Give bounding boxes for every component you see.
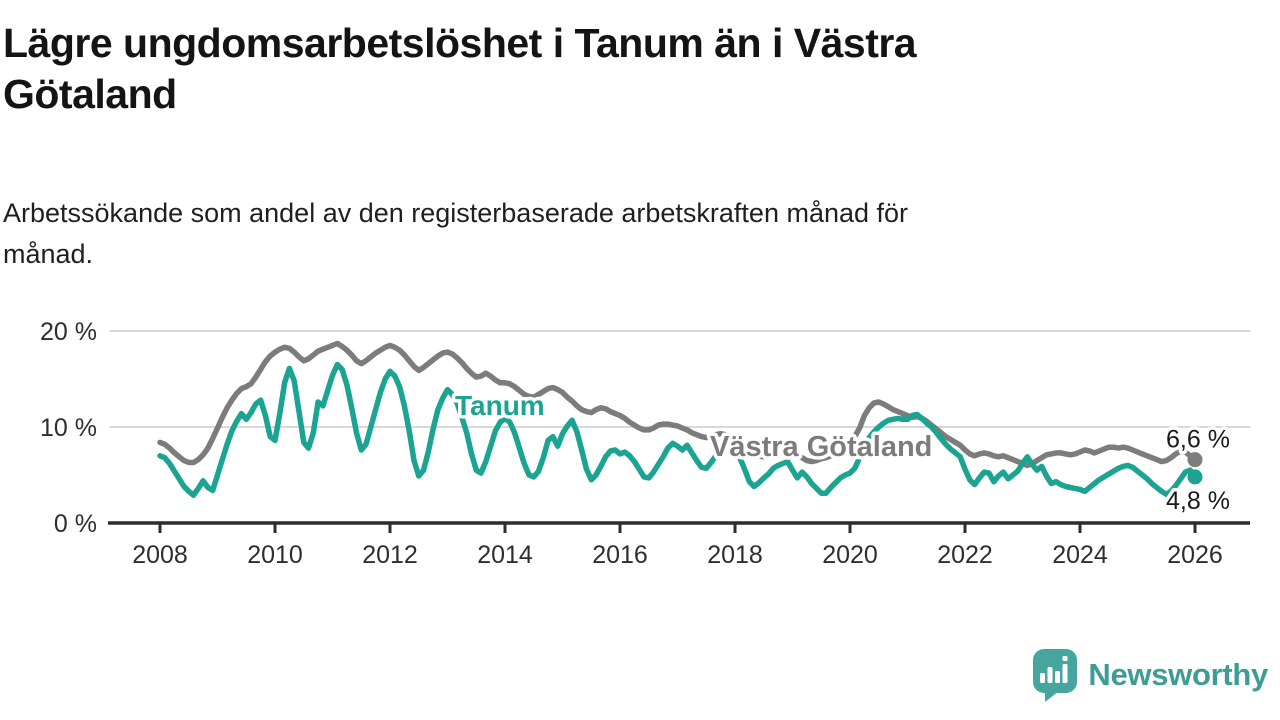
x-axis-tick-label: 2016 (592, 541, 648, 569)
brand-footer: Newsworthy (1031, 646, 1268, 704)
series-end-value-label: 6,6 % (1166, 426, 1230, 454)
chart-svg: 0 % 10 % 20 % 2008 2010 2012 2014 2016 2018 2020 2… (40, 318, 1250, 569)
series-label-tanum: Tanum (455, 390, 545, 421)
series-end-dot (1187, 469, 1203, 485)
x-axis-tick-label: 2026 (1167, 541, 1223, 569)
x-axis-tick-label: 2008 (132, 541, 188, 569)
series-line-tanum (157, 361, 1198, 498)
series-end-value-label: 4,8 % (1166, 487, 1230, 515)
series-label-vastra-gotaland: Västra Götaland (710, 431, 932, 463)
y-axis-tick-label: 20 % (40, 318, 97, 346)
x-axis-tick-label: 2014 (477, 541, 533, 569)
chart-subtitle: Arbetssökande som andel av den registerb… (3, 193, 1203, 275)
subtitle-line-2: månad. (3, 239, 94, 269)
page-title: Lägre ungdomsarbetslöshet i Tanum än i V… (3, 18, 1183, 120)
line-chart: 0 % 10 % 20 % 2008 2010 2012 2014 2016 2018 2020 2… (0, 295, 1280, 615)
brand-name: Newsworthy (1088, 657, 1268, 692)
x-axis-tick-label: 2022 (937, 541, 993, 569)
bar-chart-speech-bubble-icon (1033, 648, 1078, 702)
x-axis-tick-label: 2020 (822, 541, 878, 569)
subtitle-line-1: Arbetssökande som andel av den registerb… (3, 198, 909, 228)
series-end-dot (1187, 452, 1203, 468)
title-line-2: Götaland (3, 71, 177, 117)
title-line-1: Lägre ungdomsarbetslöshet i Tanum än i V… (3, 20, 917, 66)
y-axis-tick-label: 0 % (54, 510, 97, 538)
y-axis-tick-label: 10 % (40, 414, 97, 442)
x-axis-tick-label: 2024 (1052, 541, 1108, 569)
x-axis-tick-label: 2012 (362, 541, 418, 569)
x-axis-tick-label: 2010 (247, 541, 303, 569)
x-axis-tick-label: 2018 (707, 541, 763, 569)
